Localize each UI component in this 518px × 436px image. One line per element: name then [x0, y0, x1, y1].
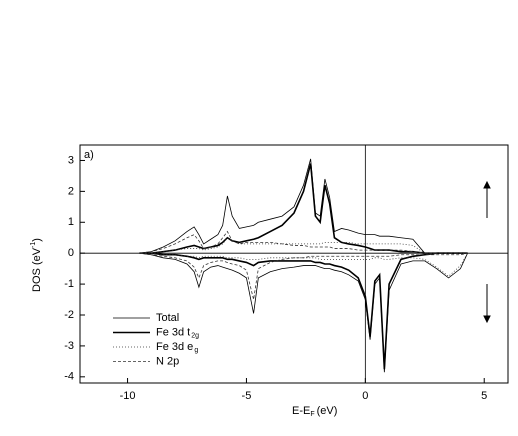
annotation: a) — [84, 149, 94, 161]
x-tick-label: -5 — [242, 390, 252, 402]
legend-part: Total — [156, 312, 179, 324]
legend-label: Fe 3d eg — [156, 341, 198, 354]
dos-line — [139, 252, 468, 370]
y-label-sup: -1 — [30, 242, 37, 248]
x-axis-label: E-EF (eV) — [292, 405, 337, 418]
y-tick-label: 2 — [68, 185, 74, 197]
legend-sub: 2g — [191, 332, 199, 339]
legend-label: N 2p — [156, 355, 179, 367]
legend-sub: g — [194, 347, 198, 354]
arrow-up-head — [483, 180, 491, 189]
legend-part: Fe 3d t — [156, 326, 190, 338]
y-tick-label: 0 — [68, 247, 74, 259]
legend-label: Total — [156, 312, 179, 324]
legend-part: Fe 3d e — [156, 341, 193, 353]
y-tick-label: 1 — [68, 216, 74, 228]
dos-line — [139, 252, 468, 300]
spin-arrows — [483, 180, 491, 324]
x-label-part: E-E — [292, 405, 310, 417]
x-tick-label: 0 — [362, 390, 368, 402]
y-tick-label: -3 — [64, 340, 74, 352]
y-tick-label: -2 — [64, 309, 74, 321]
dos-line — [139, 237, 468, 254]
dos-line — [139, 158, 468, 254]
y-label-part: ) — [31, 238, 43, 242]
y-tick-label: -4 — [64, 371, 74, 383]
legend-label: Fe 3d t2g — [156, 326, 199, 339]
x-label-part: (eV) — [317, 405, 338, 417]
y-label-part: DOS (eV — [31, 247, 43, 292]
dos-line — [139, 163, 468, 254]
dos-line — [139, 230, 468, 254]
arrow-down-head — [483, 315, 491, 324]
x-tick-label: 5 — [481, 390, 487, 402]
x-label-sub: F — [310, 411, 314, 418]
legend-part: N 2p — [156, 355, 179, 367]
y-axis-label: DOS (eV-1) — [30, 238, 43, 292]
y-tick-label: -1 — [64, 278, 74, 290]
x-tick-label: -10 — [120, 390, 136, 402]
plot-frame — [79, 144, 509, 384]
y-tick-label: 3 — [68, 154, 74, 166]
dos-line — [139, 252, 468, 373]
